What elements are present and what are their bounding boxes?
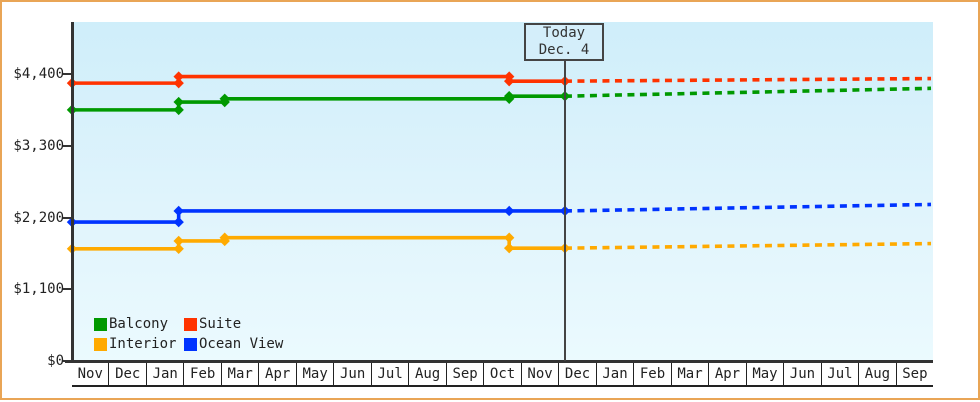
data-point-marker[interactable] [173, 104, 184, 116]
series-suite-forecast-line [564, 76, 932, 83]
series-suite [66, 71, 932, 89]
legend-row: Balcony Suite [94, 314, 334, 334]
series-balcony [66, 86, 932, 116]
series-ocean-view-markers [66, 205, 571, 228]
x-axis-month-label: Jun [783, 363, 820, 385]
x-axis-month-label: Jan [145, 363, 183, 385]
data-point-marker[interactable] [219, 232, 230, 243]
y-axis-tick-label: $1,100 [13, 281, 64, 298]
data-point-marker[interactable] [503, 90, 515, 102]
series-interior-markers [66, 232, 571, 255]
y-axis-tick [63, 73, 71, 75]
x-axis-month-label: Dec [108, 363, 145, 385]
x-axis-month-label: Aug [408, 363, 445, 385]
y-axis-tick [63, 216, 71, 219]
x-axis-month-label: Jul [370, 363, 408, 385]
legend-item-suite: Suite [184, 314, 274, 334]
legend-label: Suite [199, 316, 242, 332]
x-axis-month-label: Nov [520, 363, 558, 385]
x-axis-line [65, 360, 933, 363]
y-axis-tick [63, 144, 71, 147]
series-suite-markers [66, 71, 571, 89]
data-point-marker[interactable] [173, 77, 184, 89]
x-axis-month-label: Mar [670, 363, 708, 385]
x-axis-month-label: Aug [858, 363, 895, 385]
today-label: Today [542, 25, 586, 41]
series-balcony-line [72, 94, 565, 112]
balcony-swatch-icon [94, 317, 107, 331]
x-axis-month-label: Jun [333, 363, 370, 385]
data-point-marker[interactable] [503, 75, 515, 87]
x-axis-month-label: Jan [595, 363, 633, 385]
suite-swatch-icon [184, 317, 197, 331]
y-axis-tick-label: $3,300 [13, 137, 64, 154]
ocean-view-swatch-icon [184, 337, 197, 351]
legend-label: Interior [109, 336, 177, 352]
legend-label: Balcony [109, 316, 169, 332]
y-axis-tick-label: $2,200 [13, 209, 64, 226]
series-ocean-view-forecast-line [564, 202, 932, 213]
x-axis-month-label: Dec [558, 363, 595, 385]
x-axis-month-row: Nov Dec Jan Feb Mar Apr May Jun Jul Aug Sep Oct Nov D… [72, 363, 933, 387]
legend: Balcony Suite Interior Ocean View [94, 314, 334, 354]
x-axis-month-label: Apr [258, 363, 295, 385]
data-point-marker[interactable] [173, 205, 184, 217]
series-balcony-forecast-line [564, 86, 932, 98]
x-axis-month-label: Sep [445, 363, 483, 385]
series-interior [66, 232, 932, 255]
y-axis-tick [63, 360, 71, 362]
series-interior-forecast-line [564, 241, 932, 250]
legend-label: Ocean View [199, 336, 284, 352]
legend-item-ocean-view: Ocean View [184, 334, 283, 354]
y-axis-tick-label: $4,400 [13, 66, 64, 82]
data-point-marker[interactable] [173, 216, 184, 228]
today-annotation: Today Dec. 4 [524, 23, 604, 61]
x-axis-month-label: Apr [708, 363, 745, 385]
legend-row: Interior Ocean View [94, 334, 334, 354]
series-suite-line [72, 74, 565, 85]
x-axis-month-label: Sep [895, 363, 933, 385]
data-point-marker[interactable] [173, 243, 184, 255]
x-axis-month-label: Feb [183, 363, 220, 385]
series-ocean-view-line [72, 209, 565, 224]
x-axis-month-label: Oct [483, 363, 520, 385]
y-axis-line [71, 22, 74, 363]
today-line [564, 61, 566, 361]
data-point-marker[interactable] [503, 205, 515, 217]
x-axis-month-label: Nov [77, 366, 103, 382]
data-point-marker[interactable] [173, 96, 184, 108]
x-axis-month-label: May [295, 363, 333, 385]
x-axis-month-label: Jul [820, 363, 858, 385]
legend-item-balcony: Balcony [94, 314, 184, 334]
y-axis-tick [63, 288, 71, 291]
y-axis-tick-label: $0 [47, 353, 64, 369]
data-point-marker[interactable] [503, 232, 515, 243]
interior-swatch-icon [94, 337, 107, 351]
data-point-marker[interactable] [219, 93, 230, 104]
legend-item-interior: Interior [94, 334, 184, 354]
plot-area[interactable] [74, 22, 933, 361]
data-point-marker[interactable] [173, 235, 184, 247]
series-ocean-view [66, 202, 932, 228]
data-point-marker[interactable] [173, 71, 184, 82]
data-point-marker[interactable] [503, 242, 515, 254]
today-date: Dec. 4 [538, 42, 590, 58]
x-axis-month-label: May [745, 363, 783, 385]
x-axis-month-label: Feb [633, 363, 670, 385]
series-interior-line [72, 235, 565, 251]
x-axis-month-label: Mar [220, 363, 258, 385]
